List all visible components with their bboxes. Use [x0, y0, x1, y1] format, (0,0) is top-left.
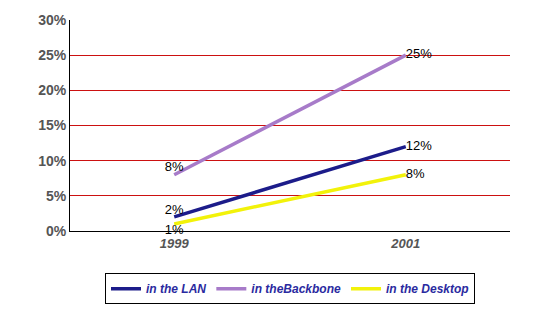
svg-text:30%: 30%: [38, 12, 67, 28]
svg-text:2001: 2001: [390, 236, 420, 251]
svg-text:20%: 20%: [38, 82, 67, 98]
svg-text:15%: 15%: [38, 117, 67, 133]
svg-text:25%: 25%: [406, 46, 432, 61]
svg-text:1999: 1999: [160, 236, 190, 251]
svg-text:10%: 10%: [38, 153, 67, 169]
svg-text:8%: 8%: [406, 166, 425, 181]
svg-text:in the Desktop: in the Desktop: [386, 282, 469, 296]
svg-text:in theBackbone: in theBackbone: [251, 282, 341, 296]
svg-text:1%: 1%: [165, 222, 184, 237]
svg-text:0%: 0%: [46, 223, 67, 239]
svg-text:in the LAN: in the LAN: [146, 282, 206, 296]
svg-text:12%: 12%: [406, 138, 432, 153]
svg-text:5%: 5%: [46, 188, 67, 204]
svg-text:8%: 8%: [165, 159, 184, 174]
svg-text:25%: 25%: [38, 47, 67, 63]
svg-text:2%: 2%: [165, 202, 184, 217]
